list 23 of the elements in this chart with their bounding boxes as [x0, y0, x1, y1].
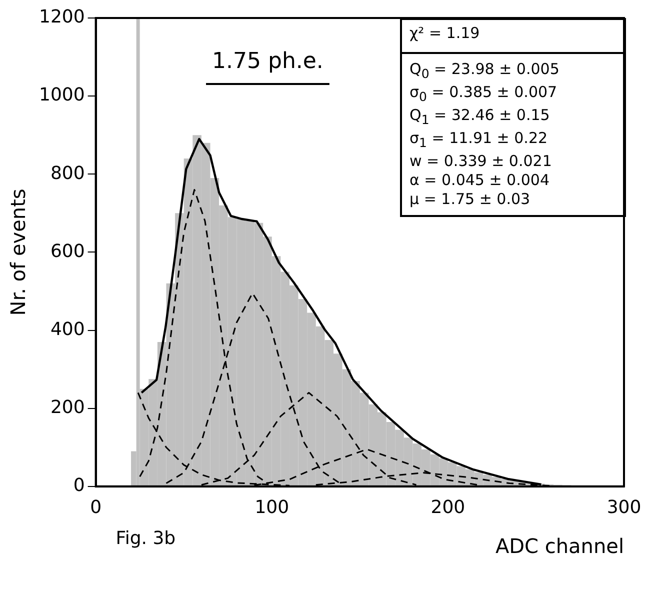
- annotation: σ$_{1}$ = 11.91 ± 0.22: [410, 129, 549, 152]
- x-tick-label: 300: [606, 496, 642, 518]
- x-axis-title: ADC channel: [495, 534, 624, 558]
- annotation: Q$_{0}$ = 23.98 ± 0.005: [410, 60, 560, 83]
- x-tick-label: 0: [90, 496, 102, 518]
- annotation: 1.75 ph.e.: [212, 49, 324, 74]
- y-tick-label: 600: [50, 240, 85, 262]
- y-tick-label: 800: [50, 162, 85, 184]
- y-tick-label: 1200: [38, 6, 85, 28]
- y-axis-title: Nr. of events: [6, 188, 30, 316]
- x-tick-label: 200: [430, 496, 466, 518]
- annotation: α = 0.045 ± 0.004: [410, 171, 550, 190]
- annotation: μ = 1.75 ± 0.03: [410, 190, 532, 209]
- annotation: χ² = 1.19: [402, 20, 624, 54]
- x-tick-label: 100: [254, 496, 290, 518]
- caption: Fig. 3b: [116, 528, 176, 550]
- y-tick-label: 400: [50, 318, 85, 340]
- annotation: Q$_{1}$ = 32.46 ± 0.15: [410, 106, 551, 129]
- y-tick-label: 0: [73, 475, 85, 496]
- y-tick-label: 1000: [38, 84, 85, 106]
- y-tick-label: 200: [50, 397, 85, 418]
- annotation: σ$_{0}$ = 0.385 ± 0.007: [410, 83, 558, 106]
- annotation: w = 0.339 ± 0.021: [410, 152, 553, 171]
